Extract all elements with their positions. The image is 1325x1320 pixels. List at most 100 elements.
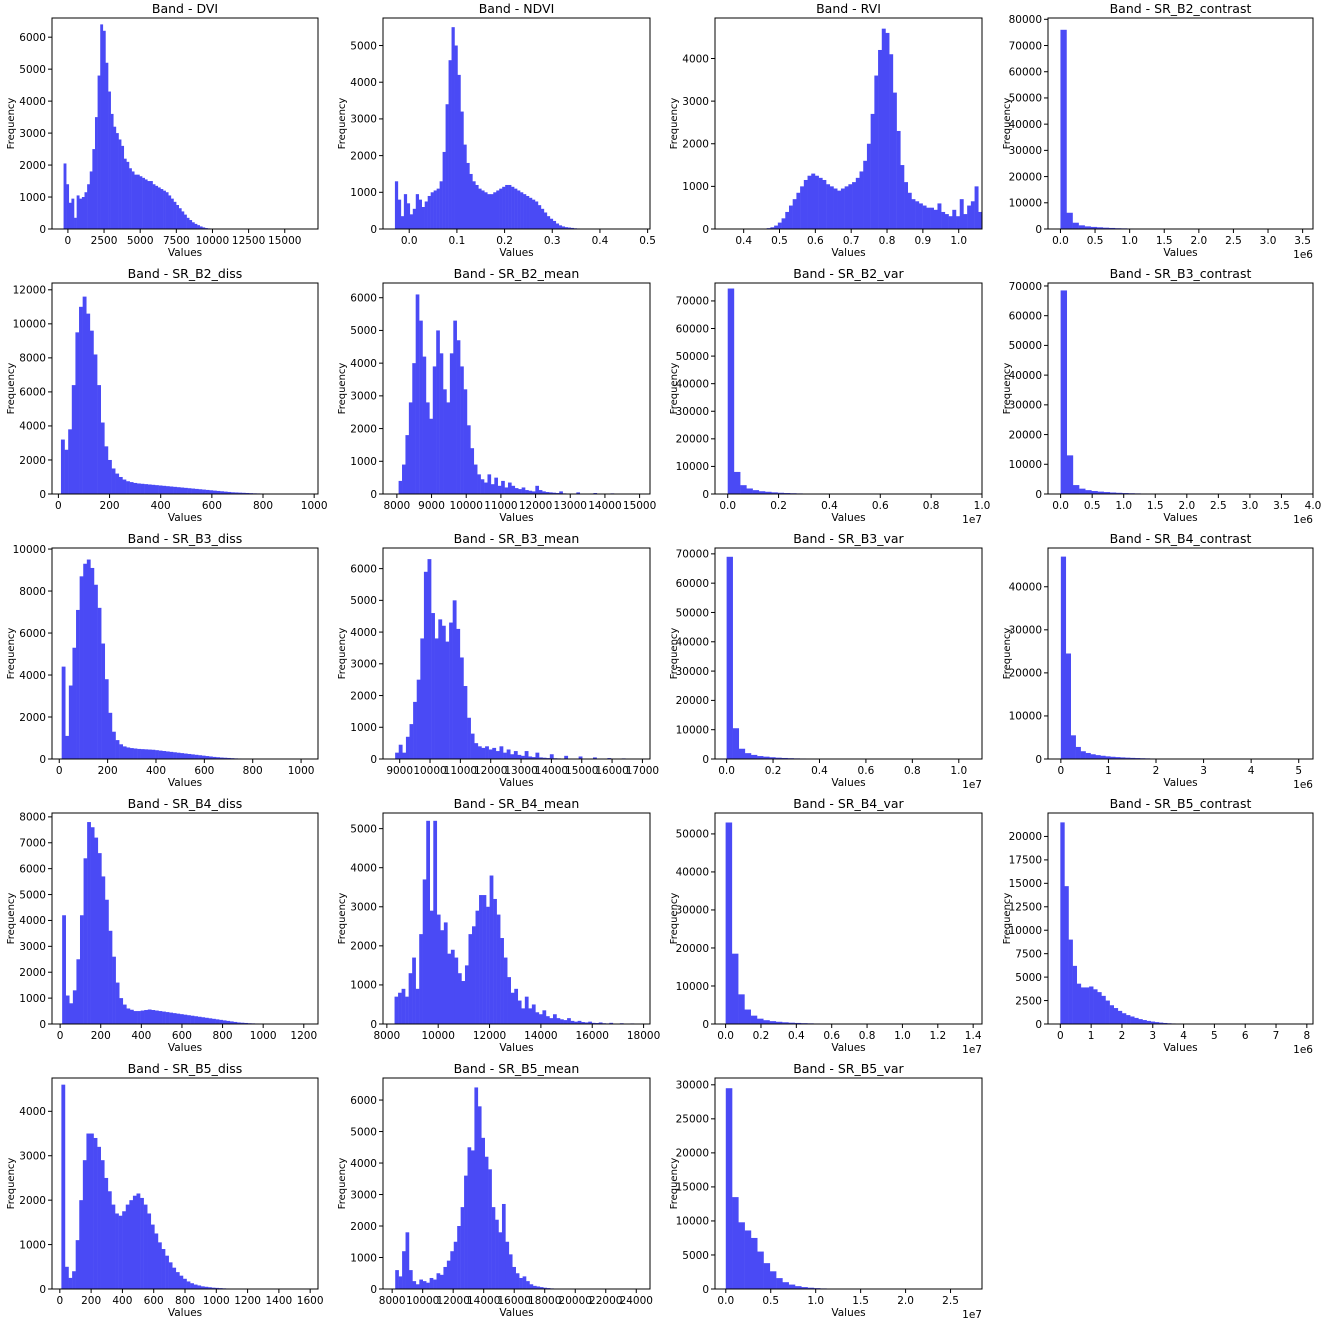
histogram-bar [191, 754, 195, 759]
histogram-bar [472, 181, 476, 229]
histogram-bar [526, 195, 530, 229]
y-tick-label: 6000 [19, 387, 46, 399]
histogram-bar [524, 996, 529, 1024]
histogram-bar [457, 74, 461, 229]
y-tick-label: 50000 [676, 829, 709, 841]
histogram-bar [775, 757, 782, 759]
histogram-bar [72, 1271, 76, 1289]
histogram-bar [431, 613, 435, 759]
histogram-bar [956, 216, 960, 229]
y-axis-label: Frequency [6, 893, 17, 945]
histogram-bar [75, 332, 80, 494]
histogram-bar [430, 192, 434, 229]
x-tick-label: 2.5 [942, 1295, 959, 1307]
histogram-bar [176, 1013, 181, 1024]
histogram-bar [484, 482, 488, 494]
histogram-bar [781, 757, 788, 759]
histogram-bar [129, 168, 132, 229]
y-tick-label: 40000 [676, 378, 709, 390]
histogram-bar [398, 1276, 403, 1289]
histogram-bar [402, 464, 406, 494]
histogram-bar [463, 144, 467, 229]
histogram-bar [158, 750, 163, 759]
histogram-bar [115, 1213, 119, 1289]
histogram-bar [157, 187, 161, 229]
histogram-bar [197, 1016, 202, 1024]
x-tick-label: 2.0 [897, 1295, 914, 1307]
x-tick-label: 0.1 [449, 235, 466, 247]
histogram-bar [758, 491, 766, 494]
subplot-title: Band - SR_B4_diss [128, 796, 243, 811]
histogram-bar [101, 876, 106, 1024]
histogram-bar [122, 1211, 127, 1289]
histogram-bar [83, 858, 88, 1024]
histogram-bar [79, 915, 84, 1024]
histogram-bar [125, 1204, 130, 1289]
subplot-title: Band - SR_B3_var [793, 531, 904, 546]
histogram-bar [567, 1018, 571, 1024]
x-axis-label: Values [831, 247, 865, 259]
histogram-bar [1080, 751, 1086, 759]
histogram-bar [545, 492, 550, 494]
histogram-bar [198, 489, 203, 494]
histogram-bar [1097, 992, 1102, 1024]
histogram-bar [584, 1022, 589, 1024]
histogram-bar [433, 190, 437, 229]
histogram-bar [769, 757, 776, 759]
histogram-bar [1117, 1010, 1123, 1024]
x-tick-label: 1000 [301, 500, 328, 512]
histogram-bar [223, 491, 228, 494]
histogram-bar [543, 1287, 547, 1289]
histogram-bar [436, 330, 440, 494]
histogram-bar [746, 488, 753, 494]
histogram-bar [744, 1230, 752, 1289]
x-tick-label: 4 [1248, 765, 1255, 777]
histogram-bar [485, 746, 489, 759]
histogram-bar [570, 227, 574, 229]
histogram-bar [874, 75, 879, 229]
histogram-bar [738, 748, 746, 759]
y-tick-label: 0 [702, 1019, 709, 1031]
y-tick-label: 2000 [350, 423, 377, 435]
histogram-bar [154, 1233, 159, 1289]
histogram-bar [180, 487, 185, 494]
histogram-bar [467, 717, 471, 759]
histogram-bar [488, 749, 493, 759]
histogram-bar [104, 679, 109, 759]
histogram-bar [394, 181, 399, 229]
histogram-bar [449, 622, 453, 759]
histogram-bar [1100, 755, 1106, 759]
histogram-bar [64, 1266, 69, 1289]
x-tick-label: 12000 [519, 500, 552, 512]
y-tick-label: 30000 [676, 905, 709, 917]
histogram-bar [144, 179, 148, 229]
x-tick-label: 2.5 [1225, 235, 1242, 247]
histogram-bar [512, 1266, 516, 1289]
histogram-bar [486, 906, 490, 1024]
plot-frame [1047, 812, 1314, 1025]
histogram-bar [398, 480, 403, 494]
histogram-bar [220, 491, 224, 494]
histogram-bar [198, 755, 203, 759]
histogram-bar [907, 192, 912, 229]
x-axis-label: Values [1163, 512, 1197, 524]
histogram-bar [866, 143, 871, 229]
histogram-bar [801, 1287, 808, 1289]
y-tick-label: 20000 [1009, 429, 1042, 441]
histogram-bar [152, 184, 156, 229]
x-tick-label: 10000 [406, 1295, 439, 1307]
x-axis-label: Values [831, 1042, 865, 1054]
x-tick-label: 1.0 [1121, 235, 1138, 247]
x-tick-label: 18000 [627, 1030, 660, 1042]
histogram-bar [1146, 1020, 1151, 1024]
subplot-8: 0.0 0.5 1.0 1.5 2.0 2.5 3.0 3.5 4.0 0 10000 20000 30… [1002, 266, 1321, 526]
histogram-bar [542, 757, 547, 759]
histogram-bar [788, 1022, 795, 1024]
histogram-bar [226, 757, 231, 759]
plot-frame [1047, 282, 1314, 495]
histogram-bar [534, 201, 539, 229]
x-tick-label: 9000 [418, 500, 445, 512]
histogram-bar [439, 181, 443, 229]
histogram-bar [503, 957, 508, 1024]
y-tick-label: 1000 [19, 993, 46, 1005]
